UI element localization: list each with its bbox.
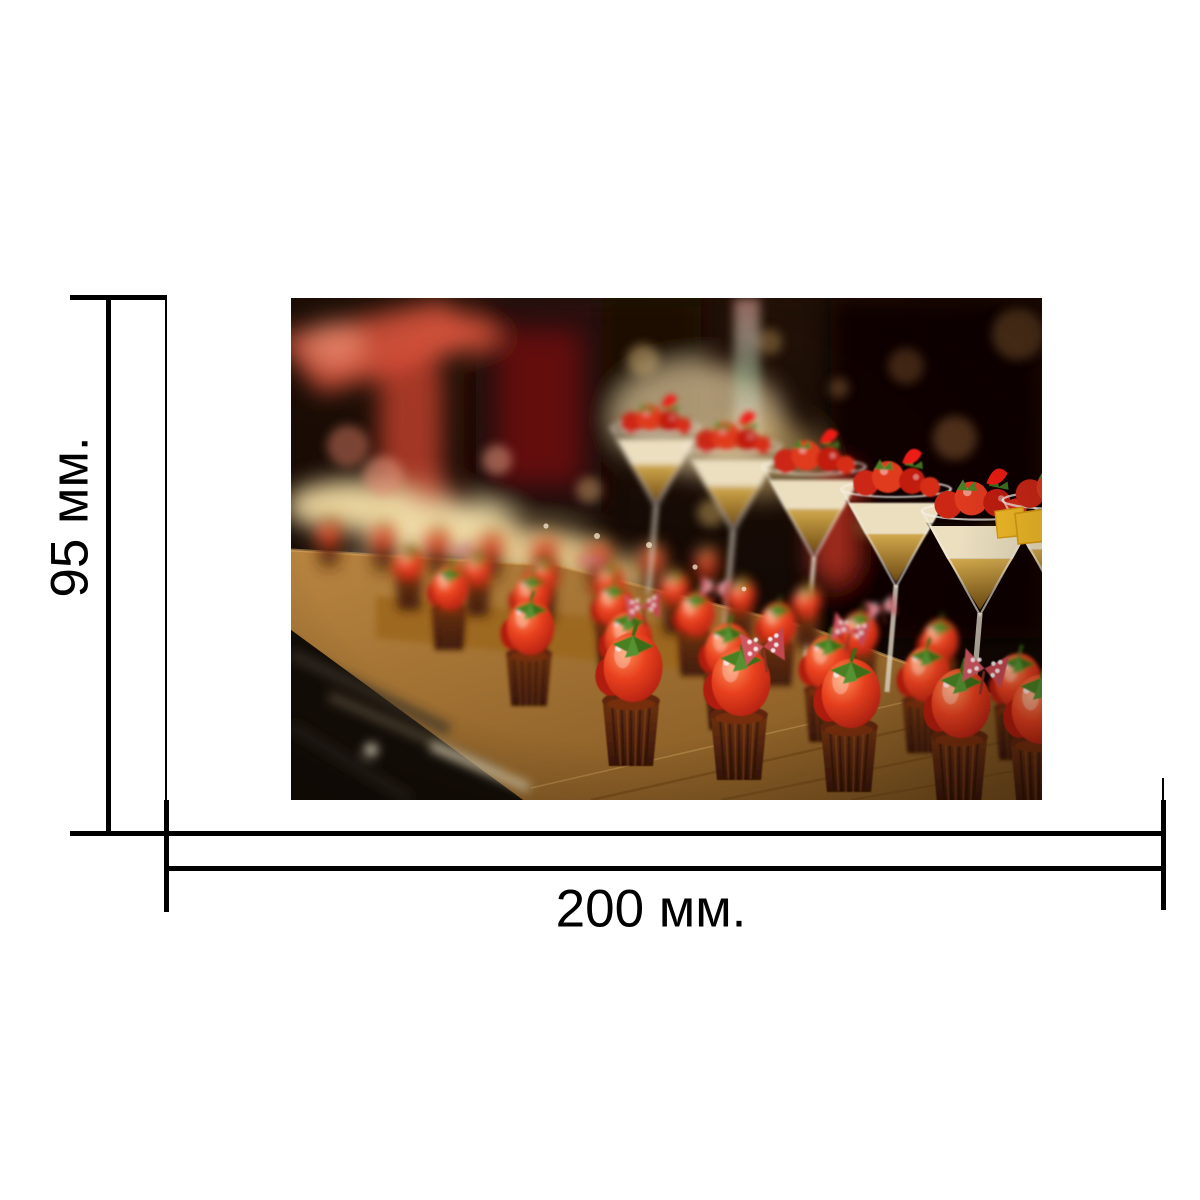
baseline-line — [70, 831, 1166, 836]
width-dimension-right-extension — [1162, 778, 1164, 800]
width-dimension-label: 200 мм. — [555, 879, 747, 939]
height-extension-line — [165, 300, 167, 800]
height-dimension-line — [106, 295, 111, 836]
height-dimension-label: 95 мм. — [40, 436, 100, 598]
dessert-photo-illustration — [291, 298, 1042, 800]
height-dimension-top-tick — [70, 295, 167, 300]
width-dimension-line — [164, 866, 1166, 871]
width-dimension-left-tick — [164, 800, 169, 912]
width-dimension-right-tick — [1161, 800, 1166, 910]
product-photo — [291, 298, 1042, 800]
vignette-overlay — [291, 298, 1042, 800]
